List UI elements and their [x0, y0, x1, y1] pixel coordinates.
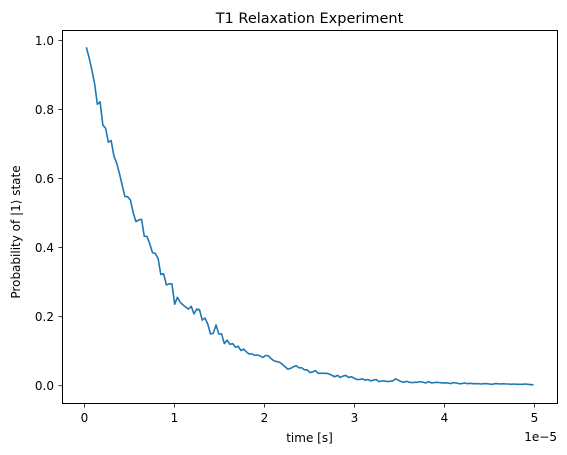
- x-tick-label: 2: [261, 411, 269, 425]
- x-tick-label: 4: [441, 411, 449, 425]
- x-axis: 0 1 2 3 4 5: [81, 403, 539, 425]
- y-axis: 0.0 0.2 0.4 0.6 0.8 1.0: [35, 34, 63, 393]
- x-tick-label: 1: [171, 411, 179, 425]
- x-tick-label: 5: [531, 411, 539, 425]
- y-axis-label: Probability of |1⟩ state: [9, 165, 23, 298]
- x-tick-label: 0: [81, 411, 89, 425]
- y-tick-label: 0.6: [35, 172, 54, 186]
- y-tick-label: 1.0: [35, 34, 54, 48]
- y-tick-label: 0.4: [35, 241, 54, 255]
- y-tick-label: 0.0: [35, 379, 54, 393]
- x-axis-label: time [s]: [286, 431, 333, 445]
- chart-title: T1 Relaxation Experiment: [215, 11, 404, 27]
- plot-frame: [62, 30, 558, 404]
- y-tick-label: 0.8: [35, 103, 54, 117]
- plot-area: [85, 47, 534, 386]
- x-offset-text: 1e−5: [524, 430, 557, 444]
- x-tick-label: 3: [351, 411, 359, 425]
- y-tick-label: 0.2: [35, 310, 54, 324]
- series-line-0: [85, 47, 534, 386]
